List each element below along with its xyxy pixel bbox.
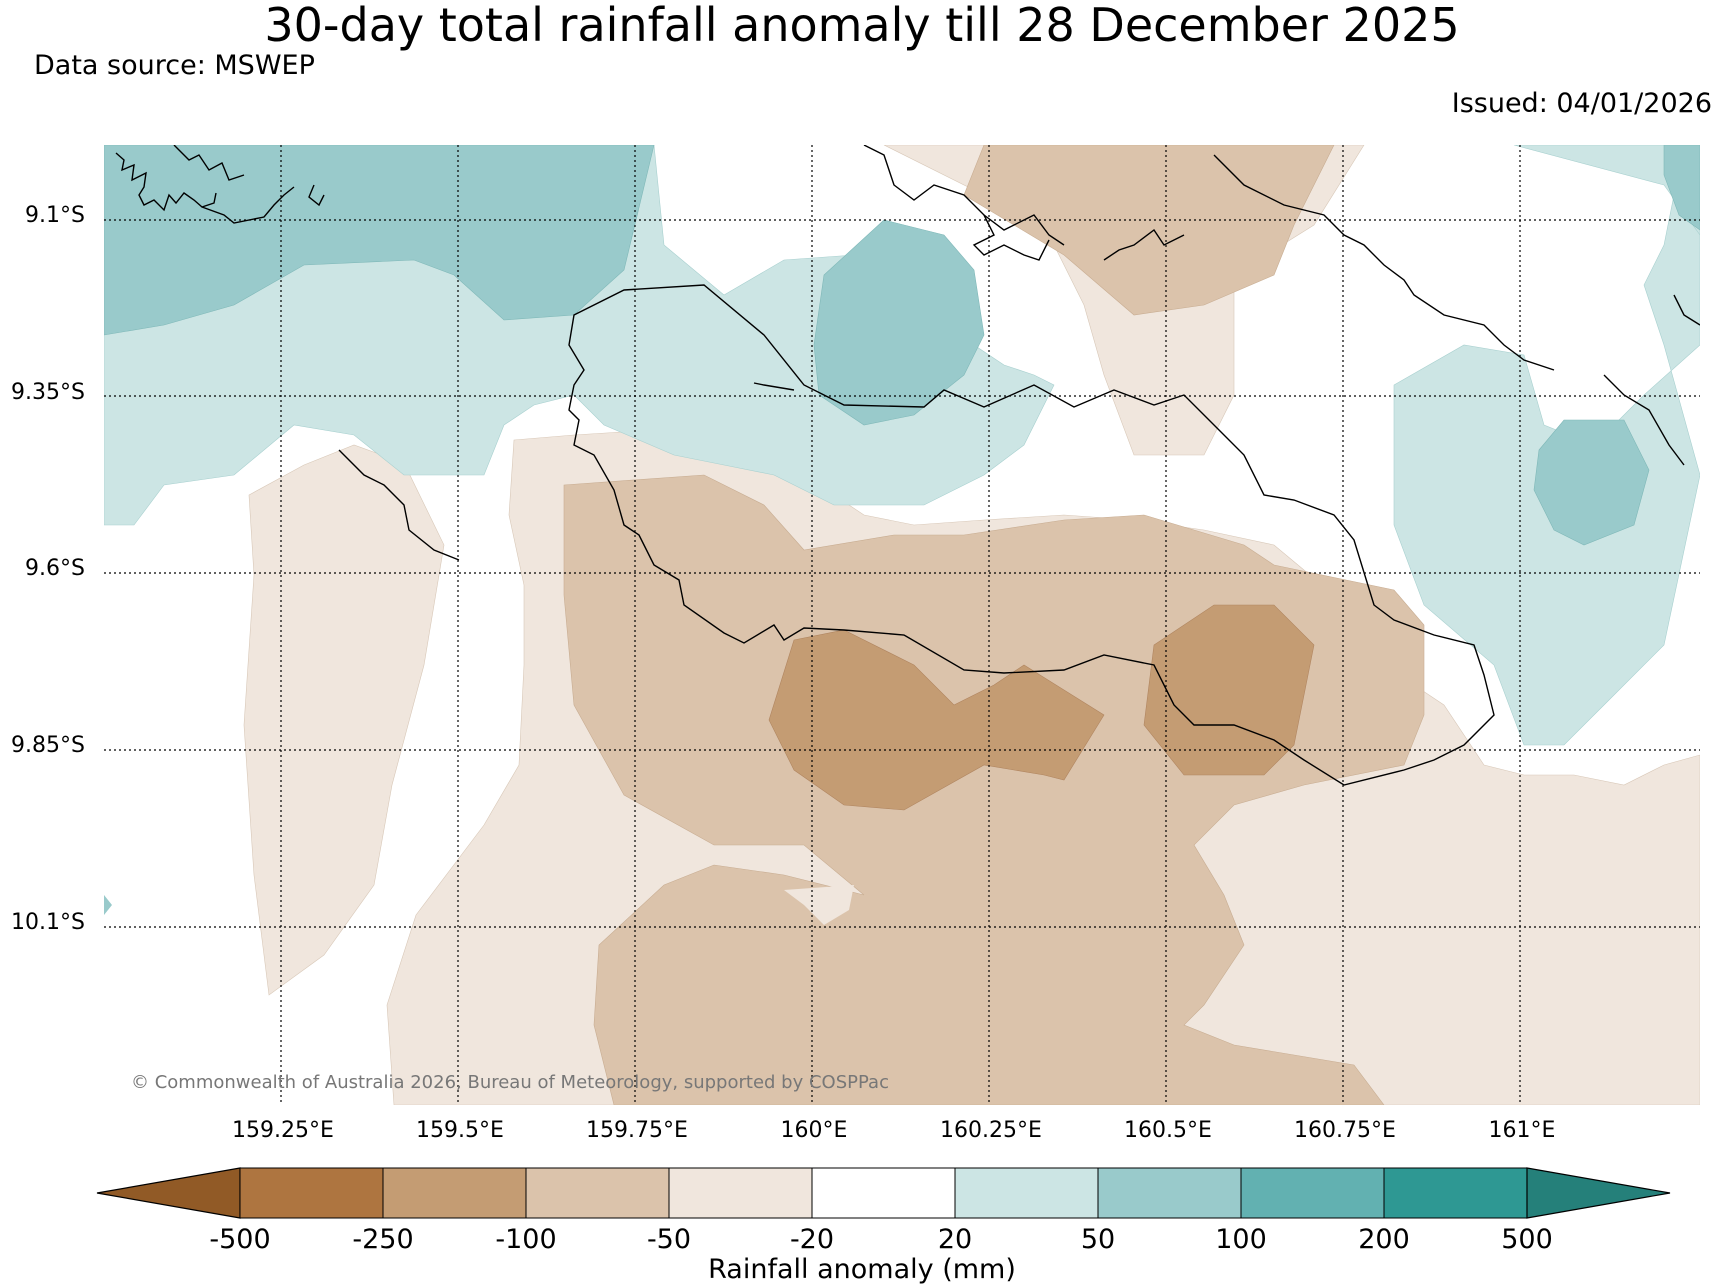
lon-label: 161°E bbox=[1488, 1118, 1556, 1143]
coastline bbox=[338, 154, 1555, 786]
colorbar-segment bbox=[1097, 1167, 1242, 1219]
anomaly-region-teal bbox=[813, 219, 985, 426]
colorbar-segment bbox=[668, 1167, 813, 1219]
lon-label: 159.25°E bbox=[232, 1118, 334, 1143]
issued-date: Issued: 04/01/2026 bbox=[1451, 88, 1712, 119]
anomaly-region-light-teal bbox=[1513, 145, 1700, 236]
colorbar-tick-label: -50 bbox=[646, 1224, 692, 1255]
colorbar bbox=[96, 1167, 1671, 1219]
lat-label: 9.6°S bbox=[25, 556, 85, 581]
anomaly-region-teal bbox=[1663, 145, 1700, 231]
colorbar-tick-label: -250 bbox=[352, 1224, 414, 1255]
rainfall-map bbox=[104, 145, 1700, 1105]
map-title: 30-day total rainfall anomaly till 28 De… bbox=[264, 0, 1460, 52]
colorbar-title: Rainfall anomaly (mm) bbox=[708, 1254, 1016, 1285]
anomaly-region-dark-tan bbox=[1143, 604, 1315, 776]
lon-label: 160.5°E bbox=[1124, 1118, 1212, 1143]
coastline-north bbox=[115, 145, 1700, 466]
colorbar-segment bbox=[382, 1167, 527, 1219]
lat-label: 10.1°S bbox=[11, 910, 85, 935]
lon-label: 160.75°E bbox=[1294, 1118, 1396, 1143]
colorbar-tick-label: 200 bbox=[1358, 1224, 1410, 1255]
colorbar-under-extension bbox=[96, 1167, 241, 1219]
lon-label: 159.75°E bbox=[586, 1118, 688, 1143]
colorbar-segment bbox=[239, 1167, 384, 1219]
anomaly-region-teal bbox=[104, 145, 655, 336]
colorbar-segment bbox=[811, 1167, 956, 1219]
colorbar-tick-label: 100 bbox=[1215, 1224, 1267, 1255]
colorbar-tick-label: -20 bbox=[789, 1224, 835, 1255]
lon-label: 159.5°E bbox=[416, 1118, 504, 1143]
anomaly-region-light-tan bbox=[784, 885, 854, 925]
colorbar-segment bbox=[525, 1167, 670, 1219]
colorbar-segment bbox=[1383, 1167, 1528, 1219]
copyright-credit: © Commonwealth of Australia 2026, Bureau… bbox=[131, 1072, 889, 1093]
data-source: Data source: MSWEP bbox=[34, 50, 315, 81]
colorbar-tick-label: 20 bbox=[937, 1224, 973, 1255]
lon-label: 160.25°E bbox=[940, 1118, 1042, 1143]
anomaly-region-tan bbox=[963, 145, 1335, 316]
colorbar-segment bbox=[954, 1167, 1099, 1219]
lat-label: 9.85°S bbox=[11, 733, 85, 758]
colorbar-over-extension bbox=[1526, 1167, 1671, 1219]
lat-label: 9.1°S bbox=[25, 203, 85, 228]
anomaly-region-dark-tan bbox=[768, 629, 1105, 811]
anomaly-region-teal bbox=[104, 895, 112, 915]
lat-label: 9.35°S bbox=[11, 380, 85, 405]
lon-label: 160°E bbox=[780, 1118, 848, 1143]
colorbar-tick-label: 500 bbox=[1501, 1224, 1553, 1255]
colorbar-segment bbox=[1240, 1167, 1385, 1219]
anomaly-region-teal bbox=[1533, 419, 1650, 546]
graticule bbox=[104, 145, 1700, 1105]
colorbar-tick-label: -100 bbox=[495, 1224, 557, 1255]
colorbar-tick-label: 50 bbox=[1080, 1224, 1116, 1255]
colorbar-tick-label: -500 bbox=[209, 1224, 271, 1255]
